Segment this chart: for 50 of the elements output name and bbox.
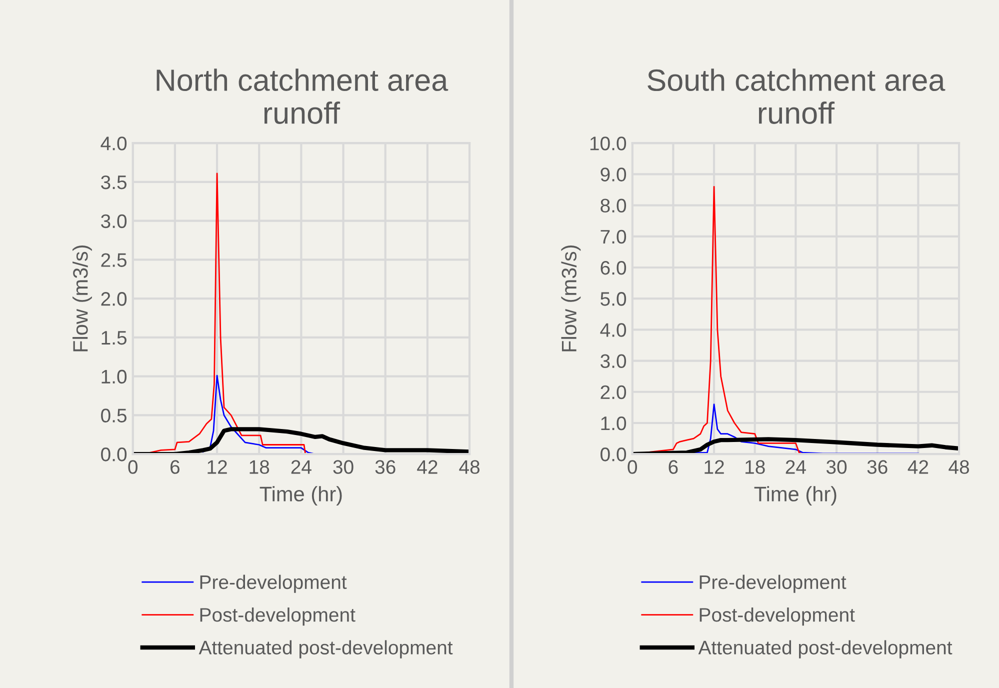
y-tick-label: 4.0 xyxy=(600,323,626,337)
x-tick-label: 30 xyxy=(333,460,354,474)
y-tick-label: 2.5 xyxy=(101,253,126,267)
y-tick-label: 4.0 xyxy=(100,136,127,150)
x-tick-label: 12 xyxy=(208,460,227,474)
x-axis-title: Time (hr) xyxy=(260,486,342,506)
y-tick-label: 1.5 xyxy=(102,331,126,345)
x-tick-label: 0 xyxy=(128,460,138,474)
y-tick-label: 5.0 xyxy=(600,292,626,306)
x-tick-label: 0 xyxy=(628,460,638,474)
legend-label: Pre-development xyxy=(700,574,846,593)
legend-label: Post-development xyxy=(200,607,356,626)
x-tick-label: 48 xyxy=(948,460,970,474)
legend-label: Attenuated post-development xyxy=(198,640,453,658)
legend-label: Attenuated post-development xyxy=(698,640,952,658)
y-tick-label: 0.0 xyxy=(101,448,127,462)
x-tick-label: 18 xyxy=(250,460,270,474)
y-tick-label: 1.0 xyxy=(601,416,626,430)
y-tick-label: 3.5 xyxy=(101,175,126,190)
legend-label: Post-development xyxy=(700,607,855,626)
y-tick-label: 2.0 xyxy=(600,385,626,400)
x-tick-label: 24 xyxy=(786,460,806,474)
legend-label: Pre-development xyxy=(200,574,347,593)
y-tick-label: 1.0 xyxy=(102,370,127,384)
y-tick-label: 3.0 xyxy=(101,214,127,228)
y-tick-label: 10.0 xyxy=(590,136,626,150)
x-tick-label: 30 xyxy=(826,460,847,474)
x-tick-label: 42 xyxy=(417,460,438,474)
y-tick-label: 9.0 xyxy=(600,168,626,182)
y-axis-title: Flow (m3/s) xyxy=(561,245,581,352)
x-tick-label: 18 xyxy=(746,460,765,474)
x-axis-title: Time (hr) xyxy=(754,486,836,506)
x-tick-label: 48 xyxy=(459,460,480,474)
x-tick-label: 12 xyxy=(704,460,724,474)
y-tick-label: 8.0 xyxy=(600,198,626,213)
y-tick-label: 0.0 xyxy=(600,448,626,462)
y-tick-label: 3.0 xyxy=(600,354,626,368)
chart-title: South catchment area runoff xyxy=(648,68,946,124)
y-tick-label: 7.0 xyxy=(600,230,626,244)
x-tick-label: 6 xyxy=(668,460,678,474)
x-tick-label: 36 xyxy=(867,460,888,474)
y-tick-label: 2.0 xyxy=(101,292,127,306)
x-tick-label: 36 xyxy=(375,460,396,474)
chart-title: North catchment area runoff xyxy=(156,68,448,124)
y-tick-label: 6.0 xyxy=(600,260,626,275)
x-tick-label: 24 xyxy=(291,460,312,474)
y-tick-label: 0.5 xyxy=(101,408,126,422)
x-tick-label: 6 xyxy=(170,460,180,474)
x-tick-label: 42 xyxy=(908,460,928,474)
y-axis-title: Flow (m3/s) xyxy=(72,245,92,352)
